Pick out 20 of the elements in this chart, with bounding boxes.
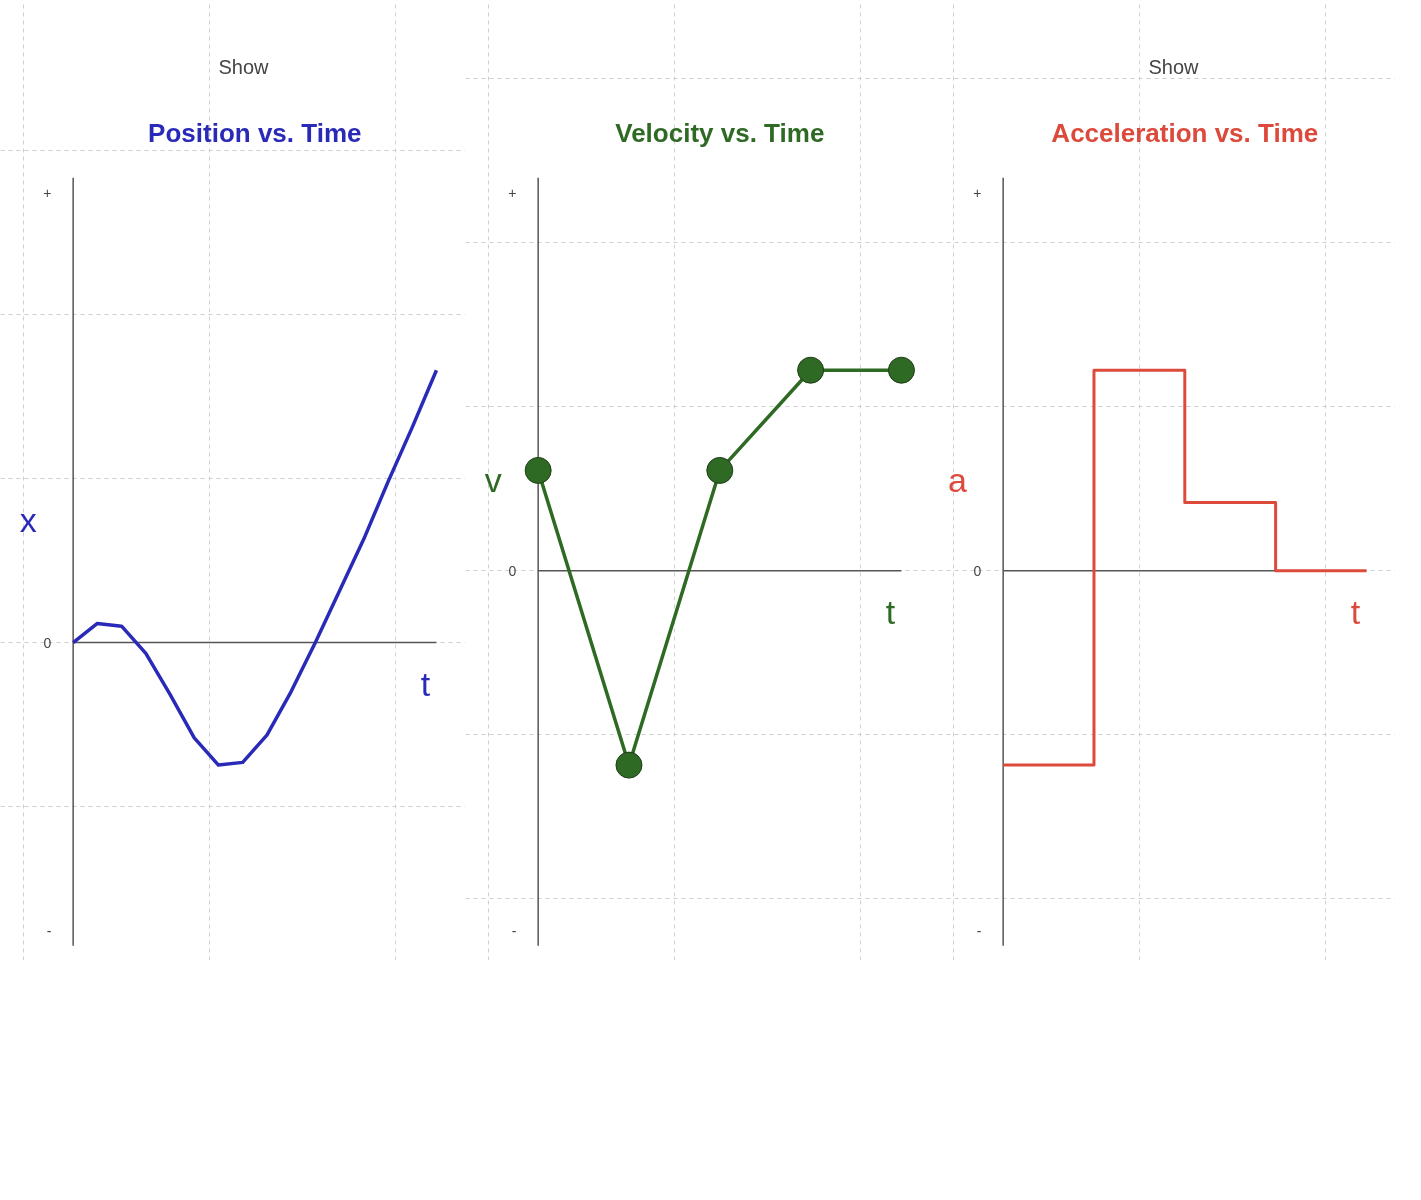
y-axis-title: v (484, 461, 502, 500)
y-axis-title: a (947, 461, 967, 500)
chart-title: Velocity vs. Time (615, 118, 825, 149)
chart-subtitle: Show (218, 55, 270, 78)
annotation: 0 (508, 562, 517, 579)
y-axis-title: x (19, 500, 37, 539)
text: + (973, 184, 982, 201)
text: + (508, 184, 517, 201)
x-axis-title: t (885, 592, 896, 631)
text: - (46, 922, 52, 939)
annotation: 0 (973, 562, 982, 579)
text: + (43, 184, 52, 201)
chart-subtitle: Show (1148, 55, 1200, 78)
x-axis-title: t (420, 664, 431, 703)
text: - (976, 922, 982, 939)
x-axis-title: t (1350, 592, 1361, 631)
text: 0 (43, 634, 52, 651)
text: - (511, 922, 517, 939)
chart-title: Position vs. Time (148, 118, 362, 149)
chart-title: Acceleration vs. Time (1051, 118, 1319, 149)
